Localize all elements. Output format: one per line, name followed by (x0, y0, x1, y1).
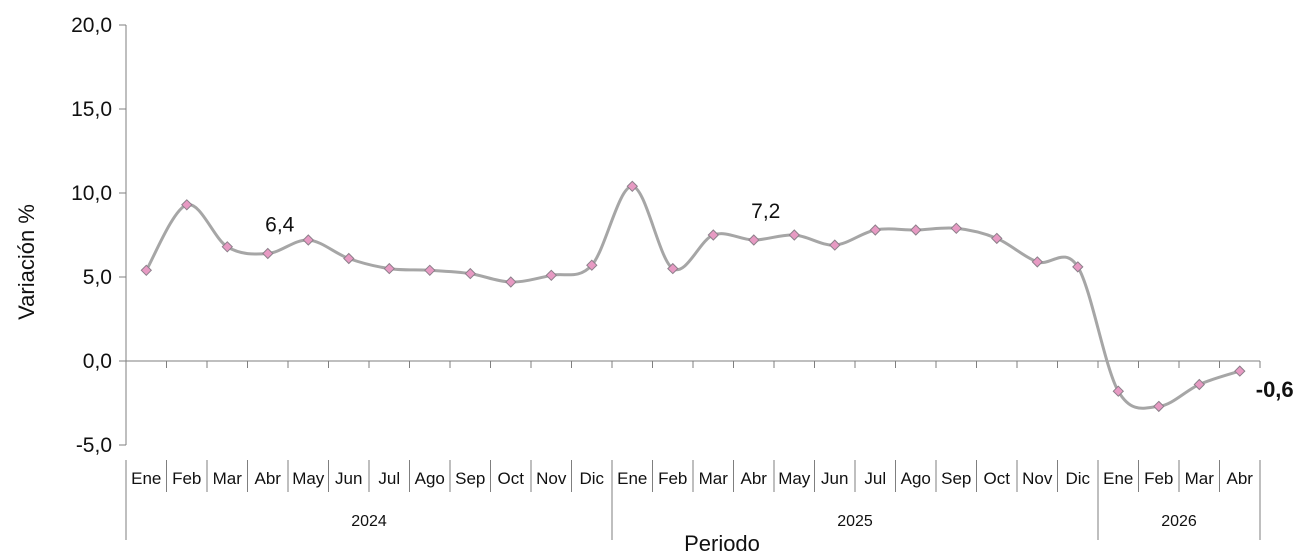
month-label: Mar (213, 469, 243, 488)
y-tick-label: 5,0 (83, 266, 112, 289)
axes: 20,0 15,0 10,0 5,0 0,0 -5,0 Ene Feb Mar Abr May Jun… (71, 14, 1261, 540)
month-label: Dic (1065, 469, 1090, 488)
month-label: Ago (901, 469, 931, 488)
month-label: Jul (864, 469, 886, 488)
data-point-marker (829, 239, 841, 251)
month-label: Mar (699, 469, 729, 488)
month-label: Nov (536, 469, 567, 488)
y-tick-label: 20,0 (71, 14, 112, 37)
data-point-marker (221, 241, 234, 253)
data-point-marker (1112, 385, 1125, 397)
data-point-marker (1031, 256, 1044, 268)
data-point-marker (586, 259, 598, 271)
series-markers (140, 180, 1246, 413)
month-label: Abr (255, 469, 282, 488)
month-label: Feb (1144, 469, 1173, 488)
year-label: 2025 (837, 513, 873, 530)
month-label: May (778, 469, 811, 488)
month-label: Sep (455, 469, 485, 488)
x-axis-title: Periodo (684, 531, 760, 556)
month-label: Abr (741, 469, 768, 488)
year-label: 2024 (351, 513, 387, 530)
month-label: Jun (821, 469, 848, 488)
month-label: Jul (378, 469, 400, 488)
y-tick-label: 0,0 (83, 350, 112, 373)
month-label: Feb (172, 469, 201, 488)
data-point-marker (991, 232, 1003, 245)
data-point-marker (262, 247, 274, 260)
data-point-marker (869, 224, 882, 236)
month-label: Dic (579, 469, 604, 488)
data-point-marker (950, 222, 963, 235)
data-point-marker (383, 262, 396, 275)
data-label: 6,4 (265, 213, 295, 236)
series-line-group (145, 184, 1241, 410)
data-point-marker (302, 234, 315, 246)
month-label: Ene (131, 469, 161, 488)
month-label: Sep (941, 469, 971, 488)
data-point-marker (1234, 365, 1246, 377)
data-point-marker (1193, 378, 1206, 391)
month-label: Mar (1185, 469, 1215, 488)
data-labels: 6,4 7,2 -0,6 (265, 200, 1294, 402)
data-point-marker (1072, 261, 1084, 273)
data-point-marker (343, 252, 355, 265)
data-point-marker (748, 234, 760, 246)
data-point-marker (910, 224, 922, 236)
month-label: May (292, 469, 325, 488)
year-label: 2026 (1161, 513, 1197, 530)
y-tick-label: 10,0 (71, 182, 112, 205)
data-point-marker (788, 229, 801, 241)
month-label: Feb (658, 469, 687, 488)
series-line (145, 184, 1241, 410)
month-label: Oct (984, 469, 1011, 488)
data-point-marker (140, 264, 153, 277)
data-point-marker (424, 264, 436, 277)
month-label: Jun (335, 469, 362, 488)
data-point-marker (181, 199, 193, 211)
data-point-marker (667, 262, 679, 275)
data-point-marker (505, 276, 517, 288)
y-tick-label: 15,0 (71, 98, 112, 121)
month-label: Ene (1103, 469, 1133, 488)
month-label: Oct (498, 469, 525, 488)
month-label: Ago (415, 469, 445, 488)
data-point-marker (626, 180, 639, 193)
y-axis-title: Variación % (14, 204, 39, 320)
y-tick-label: -5,0 (76, 434, 112, 457)
data-point-marker (707, 229, 720, 241)
month-label: Nov (1022, 469, 1053, 488)
data-point-marker (1153, 400, 1165, 413)
data-label: 7,2 (751, 200, 780, 223)
data-label: -0,6 (1256, 377, 1294, 402)
data-point-marker (545, 269, 558, 282)
month-label: Ene (617, 469, 647, 488)
data-point-marker (464, 267, 477, 280)
month-label: Abr (1227, 469, 1254, 488)
